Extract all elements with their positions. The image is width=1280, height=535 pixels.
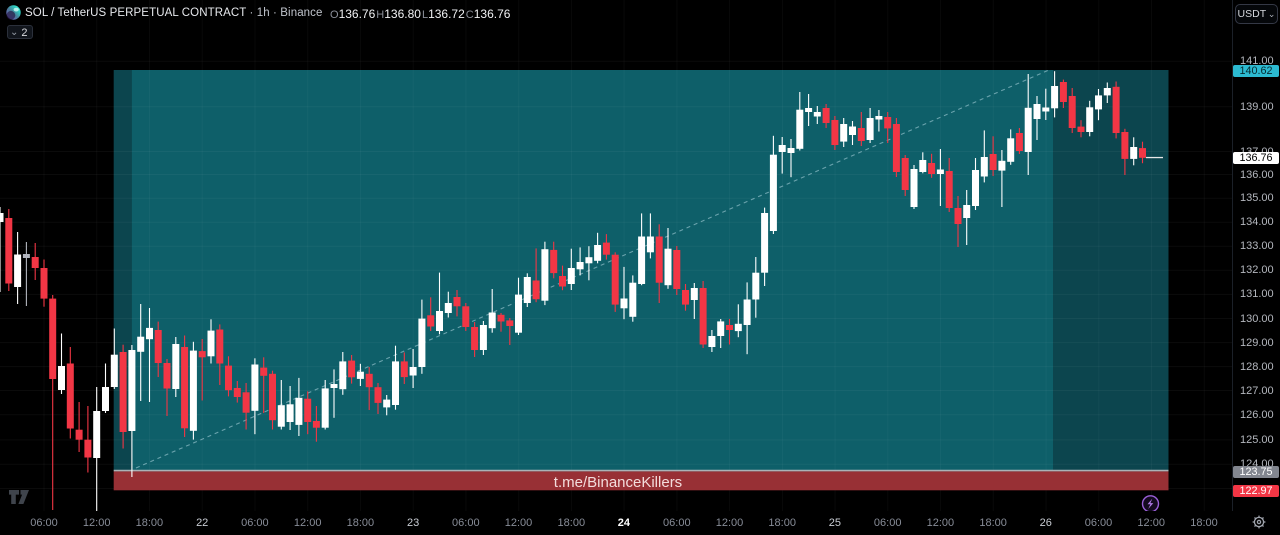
svg-text:t.me/BinanceKillers: t.me/BinanceKillers xyxy=(554,474,682,491)
